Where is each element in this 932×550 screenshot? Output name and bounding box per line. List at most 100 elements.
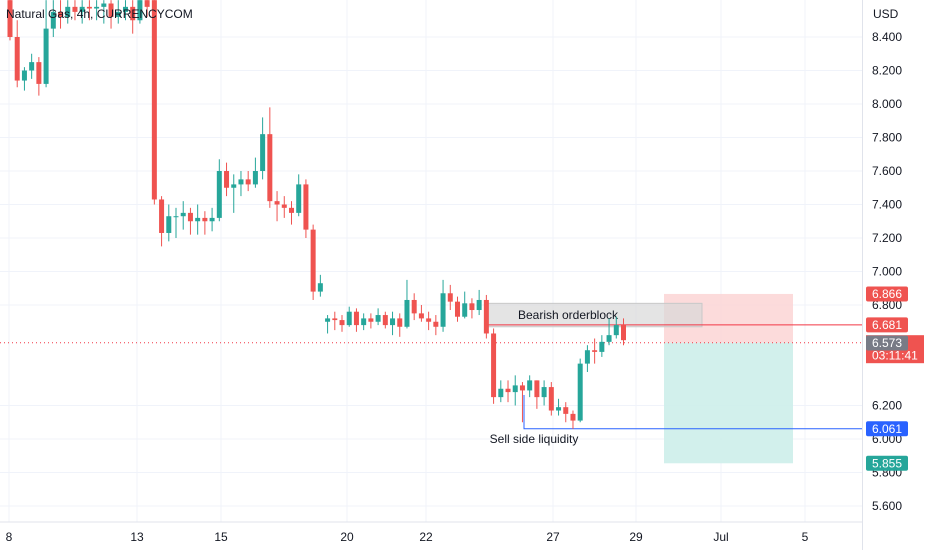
- candle-body: [621, 325, 626, 341]
- x-tick-label: 22: [419, 530, 433, 544]
- candle-body: [606, 335, 612, 342]
- y-tick-label: 7.600: [872, 164, 902, 178]
- candle-body: [339, 320, 345, 326]
- candle-body: [418, 313, 424, 319]
- candle-body: [310, 229, 316, 292]
- candle-body: [440, 293, 446, 327]
- candle-body: [512, 385, 518, 393]
- candle-body: [519, 385, 525, 391]
- candle-body: [505, 388, 511, 393]
- price-tag-countdown: 03:11:41: [872, 349, 918, 363]
- y-tick-label: 7.000: [872, 265, 902, 279]
- candle-body: [454, 301, 460, 317]
- candle-body: [72, 6, 78, 12]
- price-tag-bg: [866, 317, 908, 333]
- grid-lines: [0, 0, 862, 523]
- candle-body: [245, 179, 251, 185]
- candle-body: [599, 341, 605, 352]
- candle-body: [541, 387, 547, 398]
- candle-body: [433, 321, 439, 327]
- candle-body: [187, 212, 193, 222]
- y-tick-label: 8.000: [872, 97, 902, 111]
- candle-body: [274, 201, 280, 205]
- candle-body: [29, 62, 35, 71]
- y-tick-label: 5.600: [872, 499, 902, 513]
- x-tick-label: 8: [6, 530, 13, 544]
- candle-body: [202, 217, 208, 222]
- candle-body: [58, 11, 64, 17]
- take-profit-zone[interactable]: [664, 342, 793, 464]
- candle-body: [238, 179, 244, 185]
- candle-body: [209, 217, 215, 222]
- liquidity-label: Sell side liquidity: [490, 432, 579, 446]
- y-tick-label: 8.200: [872, 64, 902, 78]
- candle-body: [260, 134, 266, 171]
- price-tag-bg: [866, 348, 924, 364]
- candle-body: [613, 325, 619, 336]
- candle-body: [317, 283, 323, 292]
- candle-body: [252, 171, 258, 185]
- candle-body: [382, 315, 388, 326]
- x-tick-label: 20: [340, 530, 354, 544]
- candle-body: [397, 318, 403, 327]
- candle-body: [180, 212, 186, 217]
- candle-body: [288, 207, 294, 213]
- candle-body: [281, 204, 287, 208]
- candle-body: [7, 0, 13, 37]
- candle-body: [65, 6, 71, 17]
- time-axis[interactable]: 8 13 15 20 22 27 29 Jul 5: [6, 530, 809, 544]
- candle-body: [390, 318, 396, 326]
- y-tick-label: 6.200: [872, 399, 902, 413]
- x-tick-label: Jul: [713, 530, 728, 544]
- candle-body: [195, 217, 201, 222]
- price-tag-bg: [866, 286, 908, 302]
- candle-body: [303, 184, 309, 230]
- currency-label: USD: [873, 7, 899, 21]
- candle-body: [426, 318, 432, 322]
- candle-body: [483, 299, 489, 334]
- liquidity-line[interactable]: [523, 395, 862, 430]
- orderblock-label: Bearish orderblock: [518, 308, 619, 322]
- candle-body: [584, 350, 590, 364]
- candle-body: [527, 380, 533, 391]
- candle-body: [577, 363, 583, 421]
- x-tick-label: 15: [214, 530, 228, 544]
- price-tag-bg: [866, 421, 908, 437]
- candle-body: [296, 184, 302, 213]
- candle-body: [231, 184, 237, 188]
- candle-body: [592, 350, 598, 352]
- price-axis[interactable]: 8.400 8.200 8.000 7.800 7.600 7.400 7.200 7.000…: [872, 30, 902, 513]
- candle-body: [447, 293, 453, 302]
- price-tag-bg: [866, 455, 908, 471]
- candle-body: [21, 70, 27, 81]
- candle-body: [353, 311, 359, 326]
- candle-body: [267, 134, 273, 202]
- candle-body: [101, 3, 107, 7]
- candle-body: [159, 199, 165, 233]
- candle-body: [130, 6, 136, 21]
- candle-body: [86, 6, 92, 9]
- candle-body: [368, 318, 374, 322]
- y-tick-label: 7.800: [872, 131, 902, 145]
- price-tag-target: 5.855: [872, 456, 902, 470]
- y-tick-label: 6.800: [872, 298, 902, 312]
- candle-body: [115, 11, 121, 17]
- candle-body: [108, 3, 114, 17]
- candle-body: [79, 6, 85, 12]
- y-tick-label: 7.400: [872, 198, 902, 212]
- y-tick-label: 8.400: [872, 30, 902, 44]
- price-tag-gray: 6.573: [872, 336, 902, 350]
- candle-body: [325, 318, 331, 322]
- price-tag-entry: 6.681: [872, 318, 902, 332]
- price-tag-stop: 6.866: [872, 287, 902, 301]
- candle-body: [498, 388, 504, 398]
- candle-body: [476, 299, 482, 311]
- x-tick-label: 5: [802, 530, 809, 544]
- candle-body: [151, 0, 157, 200]
- price-tag-bg: [866, 335, 908, 351]
- candle-body: [534, 380, 540, 398]
- candle-body: [332, 318, 338, 321]
- candle-body: [224, 171, 230, 188]
